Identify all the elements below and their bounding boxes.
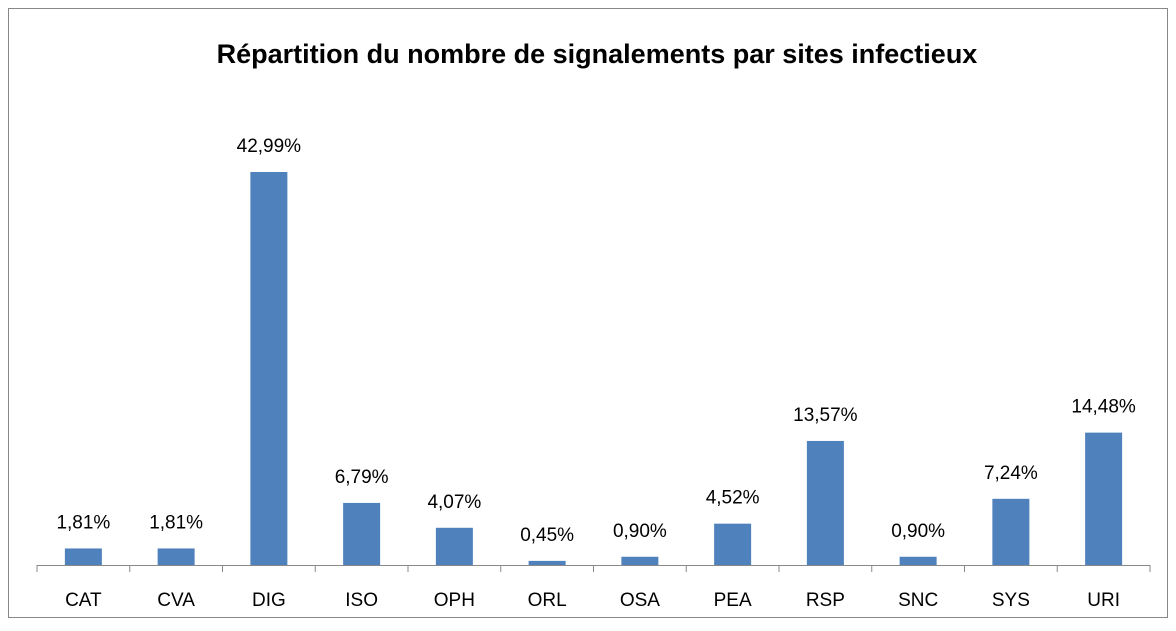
- bar: [528, 560, 566, 565]
- x-tick-label: SNC: [898, 590, 938, 611]
- data-label: 1,81%: [149, 512, 203, 533]
- x-tick-label: DIG: [252, 590, 286, 611]
- chart-title: Répartition du nombre de signalements pa…: [217, 39, 978, 69]
- bar: [435, 527, 473, 565]
- data-label: 4,07%: [427, 492, 481, 513]
- bar: [64, 548, 102, 565]
- x-tick-label: OSA: [620, 590, 660, 611]
- bar: [250, 172, 288, 565]
- data-label: 7,24%: [984, 463, 1038, 484]
- x-tick-label: PEA: [714, 590, 752, 611]
- x-tick-label: ISO: [345, 590, 378, 611]
- data-label: 42,99%: [237, 136, 302, 157]
- bar: [621, 556, 659, 565]
- bar: [714, 523, 752, 565]
- x-tick-label: OPH: [434, 590, 475, 611]
- data-label: 4,52%: [706, 488, 760, 509]
- bar: [899, 556, 937, 565]
- chart-border: [8, 8, 1168, 618]
- bar: [343, 502, 381, 565]
- data-label: 0,90%: [613, 521, 667, 542]
- x-tick-label: SYS: [992, 590, 1030, 611]
- bar: [992, 498, 1030, 565]
- bar: [157, 548, 195, 565]
- x-tick-label: RSP: [806, 590, 845, 611]
- data-label: 13,57%: [793, 405, 858, 426]
- bar: [806, 440, 844, 565]
- x-tick-label: CVA: [157, 590, 195, 611]
- x-tick-label: ORL: [528, 590, 567, 611]
- data-label: 0,90%: [891, 521, 945, 542]
- bar: [1085, 432, 1123, 565]
- data-label: 6,79%: [335, 467, 389, 488]
- data-label: 0,45%: [520, 525, 574, 546]
- data-label: 14,48%: [1071, 397, 1136, 418]
- data-label: 1,81%: [56, 512, 110, 533]
- x-tick-label: CAT: [65, 590, 102, 611]
- x-tick-label: URI: [1087, 590, 1120, 611]
